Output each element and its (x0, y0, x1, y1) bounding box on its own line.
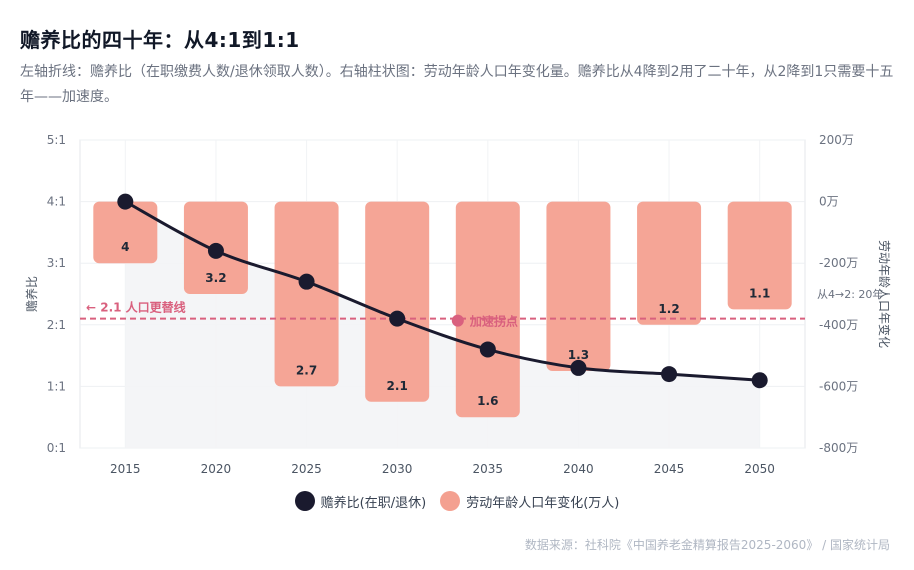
value-label: 3.2 (205, 271, 226, 285)
left-tick-label: 3:1 (47, 256, 66, 270)
right-tick-label: -800万 (819, 441, 858, 455)
bar (637, 201, 702, 325)
inflection-marker (451, 314, 464, 327)
x-tick-label: 2035 (473, 462, 504, 476)
legend-item-labor[interactable]: 劳动年龄人口年变化(万人) (440, 491, 619, 511)
legend-label-labor: 劳动年龄人口年变化(万人) (466, 495, 620, 511)
legend-item-ratio[interactable]: 赡养比(在职/退休) (294, 491, 427, 511)
ratio-point (479, 341, 496, 358)
x-tick-label: 2030 (382, 462, 413, 476)
ratio-point (389, 310, 406, 327)
bar (93, 201, 158, 264)
inflection-label: 加速拐点 (469, 314, 518, 329)
bar (274, 201, 339, 387)
ratio-point (207, 242, 224, 259)
ratio-point (298, 273, 315, 290)
right-tick-label: -600万 (819, 379, 858, 393)
x-tick-label: 2020 (201, 462, 232, 476)
bar (546, 201, 611, 371)
ratio-point (661, 366, 678, 383)
ratio-point (751, 372, 768, 389)
combo-chart: 0:1 1:1 2:1 3:1 4:1 5:1 200万 0万 -200万 -400万 -600万 -… (24, 133, 892, 476)
legend-line-swatch (294, 491, 315, 511)
chart-subtitle: 左轴折线：赡养比（在职缴费人数/退休领取人数）。右轴柱状图：劳动年龄人口年变化量… (20, 64, 894, 105)
x-tick-label: 2025 (291, 462, 322, 476)
x-tick-label: 2050 (744, 462, 775, 476)
left-tick-label: 5:1 (47, 133, 66, 147)
right-axis-title: 劳动年龄人口年变化 (877, 240, 892, 348)
data-source: 数据来源：社科院《中国养老金精算报告2025-2060》 / 国家统计局 (524, 538, 890, 552)
x-tick-label: 2015 (110, 462, 141, 476)
ratio-point (117, 193, 134, 210)
annotation-label: 从4→2: 20年 (817, 287, 883, 301)
value-label: 1.3 (568, 348, 589, 362)
legend-label-ratio: 赡养比(在职/退休) (320, 495, 427, 511)
left-axis-title: 赡养比 (24, 276, 39, 312)
x-tick-label: 2045 (654, 462, 685, 476)
value-label: 2.7 (296, 363, 317, 377)
value-label: 2.1 (387, 379, 408, 393)
left-tick-label: 4:1 (47, 195, 66, 209)
value-label: 1.2 (658, 302, 679, 316)
right-tick-label: -200万 (819, 256, 858, 270)
reference-line-label: ← 2.1 人口更替线 (86, 300, 186, 315)
value-label: 1.6 (477, 394, 498, 408)
ratio-point (570, 359, 587, 376)
left-tick-label: 2:1 (47, 318, 66, 332)
value-label: 4 (121, 240, 129, 254)
left-tick-label: 0:1 (47, 441, 66, 455)
x-tick-label: 2040 (563, 462, 594, 476)
right-tick-label: 200万 (819, 133, 854, 147)
legend-bar-swatch (440, 491, 461, 511)
bar (365, 201, 430, 402)
right-tick-label: -400万 (819, 318, 858, 332)
left-tick-label: 1:1 (47, 379, 66, 393)
right-tick-label: 0万 (819, 195, 839, 209)
bar (455, 201, 520, 418)
value-label: 1.1 (749, 286, 770, 300)
legend: 赡养比(在职/退休) 劳动年龄人口年变化(万人) (0, 491, 914, 511)
chart-title: 赡养比的四十年：从4:1到1:1 (20, 28, 300, 52)
bar (727, 201, 792, 310)
